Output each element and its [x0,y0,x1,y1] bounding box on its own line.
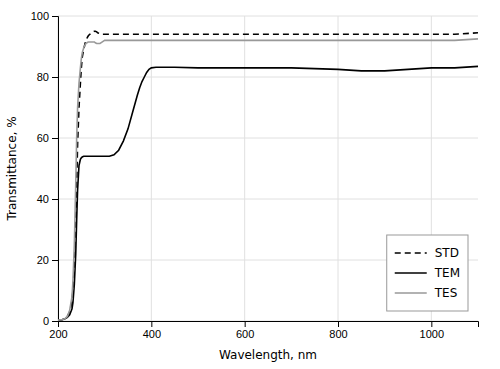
tick-label: 60 [37,132,49,144]
tick-label: 80 [37,71,49,83]
legend-swatch [395,272,427,274]
tick: 80 [37,71,58,83]
tick-mark [52,199,58,200]
legend-label: STD [435,246,459,260]
legend-item: STD [395,246,459,260]
tick: 60 [37,132,58,144]
grid-line [58,77,478,78]
tick-mark [245,321,246,327]
tick-mark [52,321,58,322]
y-axis: 0 20 40 60 80 100 [31,10,59,327]
y-axis-title: Transmittance, % [5,116,19,221]
grid [58,16,478,321]
tick: 400 [143,321,161,340]
tick-label: 40 [37,193,49,205]
tick-label: 600 [236,328,254,340]
tick: 0 [43,315,58,327]
tick-mark [338,321,339,327]
tick-label: 800 [329,328,347,340]
tick: 800 [329,321,347,340]
legend-label: TES [434,286,458,300]
series-line [58,39,478,320]
tick-label: 1000 [420,328,444,340]
legend-item: TES [395,286,458,300]
grid-line [338,16,339,321]
plot: 200 400 600 800 1000 0 20 40 60 80 100 STD TEM TES [31,10,479,340]
tick-mark [151,321,152,327]
legend: STD TEM TES [387,235,468,311]
tick: 1000 [420,321,444,340]
legend-item: TEM [395,266,460,280]
tick-mark [52,77,58,78]
chart: 200 400 600 800 1000 0 20 40 60 80 100 STD TEM TES Wav… [0,0,500,369]
grid-line [58,138,478,139]
tick-label: 200 [49,328,67,340]
legend-label: TEM [434,266,460,280]
tick: 100 [31,10,58,22]
series-line [58,66,478,320]
tick-label: 100 [31,10,49,22]
tick-label: 20 [37,254,49,266]
tick-label: 0 [43,315,49,327]
grid-line [151,16,152,321]
legend-box [387,235,468,311]
tick: 200 [49,321,67,340]
tick: 600 [236,321,254,340]
legend-swatch [395,252,427,254]
grid-line [58,16,478,17]
axis-line [52,17,59,322]
tick-label: 400 [143,328,161,340]
axis-line [59,322,479,328]
tick-mark [52,260,58,261]
x-axis-title: Wavelength, nm [219,348,317,362]
series-line [58,31,478,320]
tick-mark [52,138,58,139]
tick-mark [431,321,432,327]
x-axis: 200 400 600 800 1000 [49,321,478,340]
legend-swatch [395,292,427,294]
tick: 40 [37,193,58,205]
lines [58,31,478,320]
grid-line [244,16,245,321]
grid-line [58,199,478,200]
tick-mark [52,16,58,17]
tick: 20 [37,254,58,266]
